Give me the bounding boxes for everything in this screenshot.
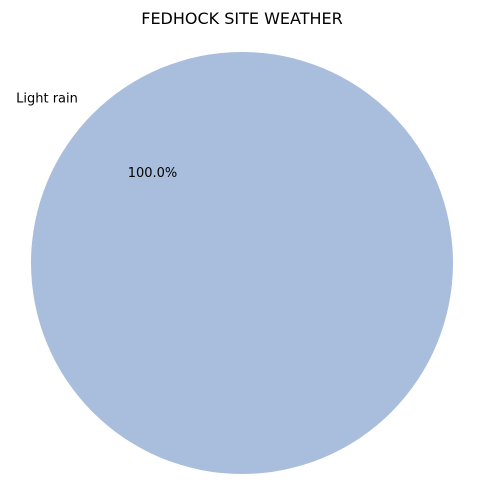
pie-labels: Light rain 100.0%: [16, 91, 177, 181]
pie-slices: [31, 52, 453, 474]
pie-slice-percent-0: 100.0%: [128, 166, 178, 181]
chart-title: FEDHOCK SITE WEATHER: [141, 9, 343, 28]
pie-slice-label-0: Light rain: [16, 91, 78, 106]
pie-slice-0: [31, 52, 453, 474]
